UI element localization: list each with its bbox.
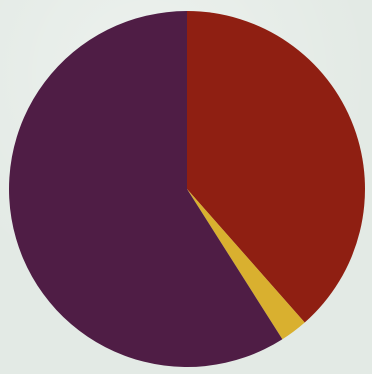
pie-slice-1 xyxy=(187,11,365,323)
pie-slice-3 xyxy=(9,11,283,367)
pie-slice-2 xyxy=(187,189,305,340)
